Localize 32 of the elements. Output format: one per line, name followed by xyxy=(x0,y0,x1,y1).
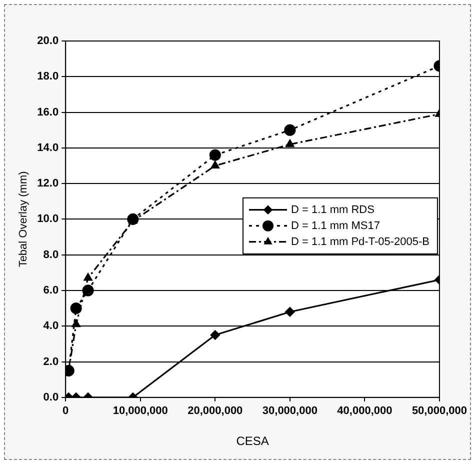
point xyxy=(209,149,221,161)
x-tick-label: 10,000,000 xyxy=(112,405,168,418)
y-tick-label: 2.0 xyxy=(43,356,59,368)
x-tick-label: 0 xyxy=(62,405,69,418)
y-tick-label: 18.0 xyxy=(37,70,59,83)
y-tick-label: 4.0 xyxy=(43,320,59,332)
point xyxy=(210,330,220,340)
point xyxy=(284,124,296,136)
y-tick-label: 20.0 xyxy=(37,35,59,48)
point xyxy=(210,160,220,169)
point xyxy=(70,302,82,314)
x-tick-label: 20,000,000 xyxy=(188,405,243,418)
legend-label: D = 1.1 mm MS17 xyxy=(291,220,380,232)
point xyxy=(84,273,92,281)
y-tick-label: 12.0 xyxy=(37,178,59,190)
point xyxy=(285,307,295,317)
y-tick-label: 14.0 xyxy=(37,142,59,154)
x-axis-title: CESA xyxy=(236,434,269,448)
y-tick-label: 6.0 xyxy=(43,284,59,297)
point xyxy=(82,284,94,296)
y-tick-label: 8.0 xyxy=(43,248,59,261)
legend-label: D = 1.1 mm Pd-T-05-2005-B xyxy=(291,236,430,248)
legend-label: D = 1.1 mm RDS xyxy=(291,204,374,216)
x-tick-label: 30,000,000 xyxy=(262,405,318,418)
x-tick-label: 50,000,000 xyxy=(412,405,468,418)
point xyxy=(72,320,80,328)
y-tick-label: 0.0 xyxy=(43,391,59,404)
y-axis-title: Tebal Overlay (mm) xyxy=(18,171,30,268)
y-tick-label: 10.0 xyxy=(37,213,59,226)
y-tick-label: 16.0 xyxy=(37,106,59,118)
point xyxy=(286,140,294,148)
x-tick-label: 40,000,000 xyxy=(337,405,392,418)
